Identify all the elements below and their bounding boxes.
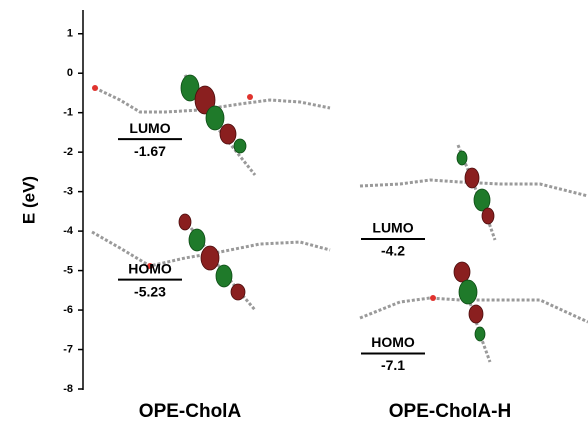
orbital-lobe [179,214,191,230]
y-tick-label: -2 [63,146,73,158]
y-tick-label: -7 [63,343,73,355]
y-tick-label: 0 [67,67,73,79]
level-name: HOMO [371,334,415,350]
y-tick-label: -6 [63,304,73,316]
orbital-lobe [206,106,224,130]
y-tick-label: -4 [63,225,74,237]
orbital-lobe [189,229,205,251]
y-tick-label: -1 [63,107,73,119]
value-label: -5.23 [134,283,166,299]
atom [430,295,436,301]
y-tick-label: -5 [63,264,73,276]
value-label: -1.67 [134,143,166,159]
orbital-lobe [465,168,479,188]
y-tick-label: -3 [63,186,73,198]
orbital-lobe [234,139,246,153]
y-tick-label: -8 [63,383,73,395]
level-name: LUMO [129,120,170,136]
orbital-lobe [469,305,483,323]
orbital-lobe [475,327,485,341]
y-tick-label: 1 [67,28,73,40]
orbital-lobe [201,246,219,270]
orbital-lobe [482,208,494,224]
value-label: -7.1 [381,357,405,373]
atom [92,85,98,91]
atom [247,94,253,100]
orbital-images [92,75,588,362]
x-tick-label: OPE-CholA-H [389,401,511,422]
orbital-lobe [216,265,232,287]
value-label: -4.2 [381,243,405,259]
orbital-lobe [459,280,477,304]
level-name: HOMO [128,260,172,276]
level-name: LUMO [372,220,413,236]
orbital-lobe [220,124,236,144]
orbital-lobe [454,262,470,282]
x-tick-label: OPE-CholA [139,401,242,422]
y-axis-label: E (eV) [19,176,38,224]
chart: E (eV) 1 0 -1 -2 -3 -4 -5 -6 -7 -8 OPE-CholA OPE-Ch… [0,0,588,427]
orbital-lobe [457,151,467,165]
orbital-lobe [231,284,245,300]
